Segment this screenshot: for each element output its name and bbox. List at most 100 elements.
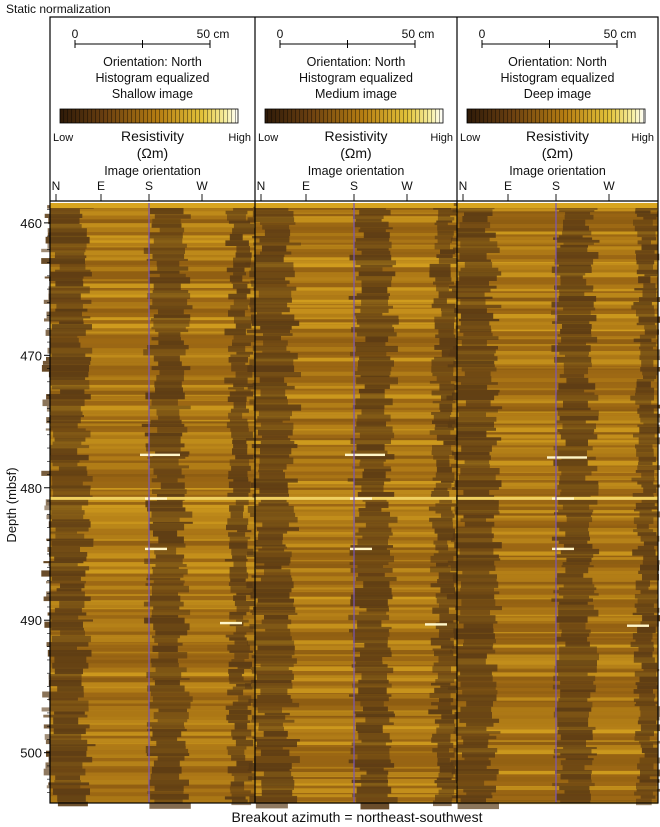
breakout-zone	[452, 209, 493, 213]
breakout-zone	[146, 577, 181, 581]
stratum-band	[255, 472, 457, 476]
breakout-zone	[557, 410, 599, 416]
breakout-zone	[558, 383, 596, 390]
breakout-zone	[150, 658, 178, 663]
stratum-band	[255, 688, 457, 693]
breakout-zone	[562, 562, 590, 566]
breakout-zone	[563, 584, 595, 588]
breakout-zone	[557, 239, 600, 243]
stratum-band	[50, 494, 255, 498]
breakout-zone	[633, 529, 654, 533]
breakout-zone	[453, 360, 495, 365]
breakout-zone	[450, 760, 491, 766]
stratum-band	[50, 377, 255, 381]
breakout-zone	[363, 706, 388, 712]
breakout-zone	[45, 739, 88, 745]
breakout-zone	[156, 260, 180, 267]
breakout-zone	[352, 466, 391, 469]
breakout-zone	[638, 462, 653, 466]
breakout-zone	[558, 672, 588, 676]
breakout-zone	[47, 243, 87, 249]
stratum-band	[255, 623, 457, 629]
breakout-zone	[459, 718, 500, 723]
breakout-zone	[227, 476, 249, 480]
breakout-zone	[446, 594, 495, 600]
stratum-band	[255, 788, 457, 794]
breakout-zone	[560, 548, 600, 555]
breakout-zone	[42, 360, 91, 365]
breakout-zone	[437, 757, 450, 763]
breakout-zone	[246, 581, 294, 589]
breakout-zone	[432, 607, 449, 614]
breakout-zone	[252, 588, 292, 593]
breakout-zone	[229, 233, 243, 241]
breakout-zone	[451, 237, 490, 242]
breakout-zone	[236, 288, 251, 294]
breakout-zone	[638, 716, 660, 721]
stratum-band	[457, 478, 658, 480]
breakout-zone	[255, 426, 294, 430]
breakout-zone	[634, 703, 656, 707]
stratum-band	[255, 336, 457, 339]
stratum-band	[457, 344, 658, 347]
breakout-zone	[149, 243, 187, 248]
breakout-zone	[437, 752, 455, 758]
breakout-zone	[155, 554, 185, 559]
stratum-band	[255, 233, 457, 237]
stratum-band	[457, 763, 658, 766]
figure-caption: Breakout azimuth = northeast-southwest	[232, 809, 483, 825]
breakout-zone	[560, 773, 591, 780]
breakout-zone	[554, 285, 594, 290]
breakout-zone	[252, 236, 290, 239]
breakout-zone	[640, 710, 660, 717]
breakout-zone	[234, 600, 255, 607]
stratum-band	[50, 539, 255, 541]
breakout-zone	[559, 527, 589, 532]
breakout-zone	[635, 506, 657, 509]
breakout-zone	[636, 607, 660, 613]
stratum-band	[255, 418, 457, 422]
figure-frame	[49, 16, 659, 804]
breakout-zone	[635, 392, 654, 396]
scale-zero-label: 0	[479, 27, 486, 41]
breakout-zone	[59, 321, 84, 325]
breakout-zone	[563, 400, 588, 408]
breakout-zone	[638, 437, 660, 445]
stratum-band	[457, 224, 658, 229]
breakout-zone	[457, 389, 500, 393]
breakout-zone	[252, 345, 287, 351]
breakout-zone	[439, 383, 455, 391]
breakout-zone	[452, 487, 499, 490]
breakout-zone	[253, 516, 298, 523]
breakout-zone	[250, 610, 296, 613]
stratum-band	[255, 361, 457, 367]
breakout-zone	[234, 776, 252, 782]
stratum-band	[50, 339, 255, 344]
breakout-zone	[260, 749, 290, 757]
breakout-zone	[52, 635, 91, 643]
stratum-band	[255, 236, 457, 238]
stratum-band	[457, 482, 658, 487]
breakout-zone	[147, 456, 186, 459]
breakout-zone	[228, 345, 246, 352]
breakout-zone	[41, 248, 86, 253]
breakout-zone	[232, 437, 254, 440]
breakout-zone	[455, 376, 492, 383]
breakout-zone	[55, 527, 89, 532]
breakout-zone	[253, 478, 298, 483]
breakout-zone	[557, 389, 585, 393]
breakout-zone	[154, 785, 184, 791]
breakout-zone	[151, 726, 185, 729]
breakout-zone	[459, 275, 497, 281]
breakout-zone	[439, 765, 455, 773]
breakout-zone	[459, 412, 486, 417]
breakout-zone	[636, 269, 658, 275]
breakout-zone	[231, 281, 250, 284]
breakout-zone	[52, 462, 78, 467]
breakout-zone	[434, 687, 456, 693]
breakout-zone	[457, 526, 492, 534]
breakout-zone	[264, 569, 291, 576]
breakout-zone	[262, 435, 288, 439]
breakout-zone	[350, 545, 393, 548]
breakout-zone	[458, 319, 500, 322]
